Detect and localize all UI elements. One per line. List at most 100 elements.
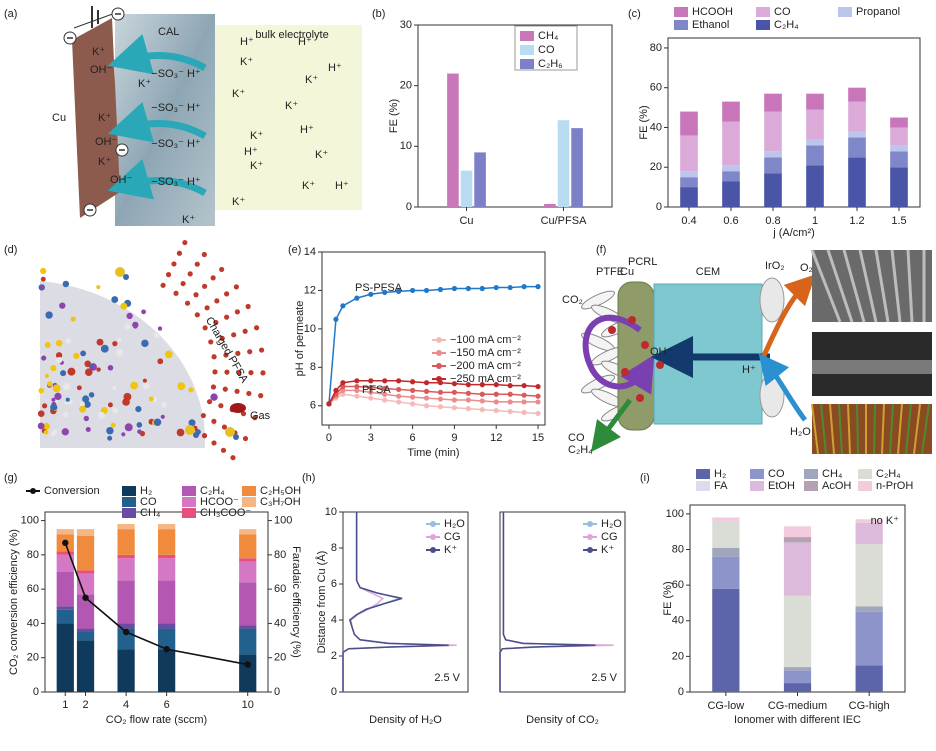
- bar: [474, 152, 486, 207]
- bar-segment: [848, 101, 866, 132]
- bar-segment: [783, 683, 812, 692]
- molecule: [98, 411, 105, 419]
- bar-segment: [806, 93, 824, 110]
- x-tick-label: CG-medium: [768, 700, 827, 712]
- pfsa-chain-bead: [236, 369, 242, 375]
- pfsa-chain-bead: [184, 300, 191, 306]
- bar-segment: [117, 623, 135, 629]
- marker: [382, 289, 388, 295]
- bar-segment: [890, 127, 908, 146]
- legend-label: n-PrOH: [876, 480, 913, 492]
- legend-label: CH₄: [822, 468, 843, 480]
- legend-swatch: [430, 534, 436, 540]
- legend-label: CH₄: [538, 30, 559, 42]
- marker: [521, 382, 527, 389]
- legend-swatch: [858, 481, 872, 491]
- pfsa-chain-bead: [171, 261, 177, 267]
- panel-label: (d): [4, 244, 17, 256]
- marker: [437, 404, 444, 410]
- product-arrow: [591, 398, 632, 452]
- legend-label: C₂H₆: [538, 58, 563, 70]
- y-axis-label: Distance from Cu (Å): [315, 551, 328, 654]
- y-tick-label: 4: [331, 614, 337, 626]
- bar-segment: [764, 151, 782, 158]
- micrograph-texture: [913, 403, 921, 455]
- molecule: [120, 302, 128, 310]
- x-tick-label: CG-high: [849, 700, 890, 712]
- bar-segment: [722, 181, 740, 207]
- plot-frame: [417, 24, 613, 208]
- bar-segment: [680, 135, 698, 172]
- molecule: [141, 339, 149, 348]
- molecule: [124, 423, 133, 432]
- ion-label: H⁺: [298, 36, 312, 48]
- bar-segment: [855, 519, 883, 523]
- legend-label: Ethanol: [692, 19, 729, 31]
- ion-label: OH⁻: [95, 136, 118, 148]
- x-tick-label: 15: [532, 432, 544, 444]
- marker: [354, 295, 360, 301]
- x-tick-label: 1: [812, 215, 818, 227]
- marker: [354, 387, 360, 393]
- molecule: [112, 340, 118, 347]
- bar-segment: [722, 165, 740, 172]
- pfsa-chain-bead: [201, 251, 207, 258]
- bar-segment: [56, 623, 74, 692]
- marker: [423, 380, 430, 386]
- legend-label: −250 mA cm⁻²: [450, 373, 521, 385]
- micrograph-texture: [838, 403, 843, 455]
- ion-label: K⁺: [98, 112, 111, 124]
- panel-label: (g): [4, 472, 17, 484]
- marker: [507, 399, 513, 405]
- molecule: [85, 426, 91, 432]
- species-label: C₂H₄: [568, 444, 593, 456]
- pfsa-chain-bead: [176, 250, 183, 256]
- species-label: CO: [568, 432, 585, 444]
- marker: [354, 378, 360, 384]
- molecule: [142, 378, 147, 383]
- micrograph-fiber: [810, 249, 842, 323]
- legend-swatch: [242, 497, 256, 507]
- y-tick-label: 8: [310, 361, 316, 373]
- bar-segment: [890, 167, 908, 207]
- bar-segment: [783, 670, 812, 684]
- y-tick-label: 100: [666, 508, 684, 520]
- marker: [535, 383, 541, 390]
- micrograph-layer: [812, 360, 932, 374]
- legend-label: H₂: [714, 468, 726, 480]
- ion-label: K⁺: [250, 160, 263, 172]
- x-tick-label: 3: [368, 432, 374, 444]
- molecule: [157, 326, 163, 331]
- bar-segment: [680, 171, 698, 178]
- bar-segment: [239, 558, 257, 562]
- ion-label: K⁺: [92, 46, 105, 58]
- legend-swatch: [587, 521, 593, 527]
- molecule: [142, 382, 150, 390]
- molecule: [44, 373, 50, 378]
- molecule: [135, 406, 142, 413]
- molecule: [41, 355, 47, 361]
- legend-swatch: [696, 469, 710, 479]
- bar-segment: [158, 580, 176, 624]
- legend-swatch: [674, 7, 688, 17]
- micrograph-fiber: [906, 249, 914, 323]
- line: [328, 393, 539, 415]
- molecule: [656, 361, 664, 369]
- legend-swatch: [587, 547, 593, 553]
- x-axis-label: Density of CO₂: [526, 714, 599, 726]
- y-tick-label: 60: [27, 583, 39, 595]
- x-tick-label: 2: [82, 699, 88, 711]
- ion-label: OH⁻: [110, 174, 133, 186]
- bar-segment: [890, 117, 908, 128]
- pfsa-chain-bead: [204, 305, 210, 311]
- marker: [333, 387, 339, 393]
- pfsa-chain-bead: [201, 283, 208, 289]
- legend-label: −100 mA cm⁻²: [450, 334, 521, 346]
- marker: [423, 403, 430, 409]
- y-tick-label: 40: [650, 121, 662, 133]
- marker: [354, 393, 360, 399]
- legend-label: CH₄: [140, 507, 161, 519]
- marker: [451, 285, 458, 292]
- pfsa-chain-bead: [193, 292, 199, 298]
- molecule: [83, 415, 90, 422]
